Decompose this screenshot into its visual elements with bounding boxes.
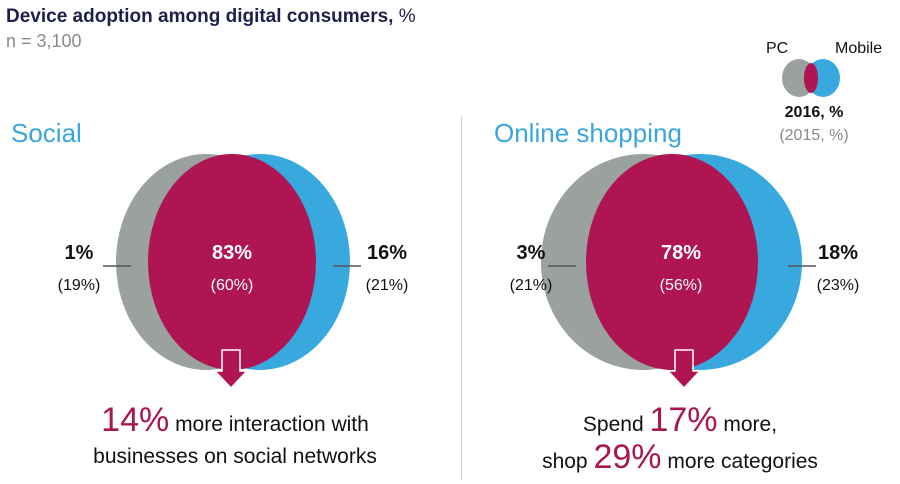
- shopping-callout-pct1: 17%: [649, 401, 718, 439]
- social-title: Social: [11, 118, 82, 148]
- legend-venn: [782, 59, 840, 97]
- social-both-value: 83% (60%): [187, 242, 277, 295]
- social-both-pct: 83%: [211, 242, 253, 264]
- shopping-mobile-pct: 18%: [817, 242, 859, 264]
- social-both-prev: (60%): [210, 277, 254, 294]
- shopping-pc-value: 3% (21%): [486, 242, 576, 295]
- social-mobile-value: 16% (21%): [342, 242, 432, 295]
- shopping-pc-pct: 3%: [516, 242, 546, 264]
- shopping-title: Online shopping: [494, 118, 682, 148]
- shopping-callout-line1-pre: Spend: [582, 413, 650, 436]
- shopping-both-circle: [586, 154, 758, 370]
- legend-caption-2015: (2015, %): [779, 127, 849, 144]
- social-callout-line2: businesses on social networks: [93, 445, 377, 468]
- shopping-mobile-value: 18% (23%): [793, 242, 883, 295]
- social-mobile-prev: (21%): [365, 277, 409, 294]
- shopping-callout-line1: Spend 17% more,: [480, 401, 880, 441]
- shopping-callout: Spend 17% more, shop 29% more categories: [480, 401, 880, 478]
- shopping-callout-line2: shop 29% more categories: [480, 438, 880, 478]
- shopping-both-pct: 78%: [660, 242, 702, 264]
- social-both-circle: [148, 154, 316, 370]
- chart-title: Device adoption among digital consumers,…: [6, 6, 416, 28]
- shopping-callout-pct2: 29%: [593, 438, 662, 476]
- social-venn: [103, 154, 361, 390]
- social-callout-line1: 14% more interaction with: [40, 401, 430, 441]
- shopping-mobile-prev: (23%): [816, 277, 860, 294]
- social-pc-value: 1% (19%): [34, 242, 124, 295]
- shopping-callout-line2-pre: shop: [542, 450, 594, 473]
- social-pc-prev: (19%): [57, 277, 101, 294]
- legend-pc-label: PC: [766, 40, 789, 57]
- legend-caption-2016: 2016, %: [784, 104, 844, 121]
- social-mobile-pct: 16%: [366, 242, 408, 264]
- shopping-both-prev: (56%): [659, 277, 703, 294]
- chart-title-unit: %: [398, 6, 416, 27]
- social-down-arrow: [213, 349, 249, 390]
- shopping-down-arrow: [666, 349, 702, 390]
- social-callout: 14% more interaction with businesses on …: [40, 401, 430, 473]
- shopping-venn: [541, 154, 816, 390]
- sample-size: n = 3,100: [6, 31, 82, 51]
- chart-title-text: Device adoption among digital consumers,: [6, 6, 394, 27]
- shopping-callout-line1-post: more,: [717, 413, 778, 436]
- panel-divider: [461, 116, 462, 480]
- legend-mobile-label: Mobile: [835, 40, 883, 57]
- shopping-both-value: 78% (56%): [636, 242, 726, 295]
- legend-overlap: [804, 63, 818, 93]
- shopping-pc-prev: (21%): [509, 277, 553, 294]
- shopping-callout-line2-post: more categories: [661, 450, 818, 473]
- social-pc-pct: 1%: [64, 242, 94, 264]
- social-callout-line1-text: more interaction with: [169, 413, 369, 436]
- social-callout-pct: 14%: [101, 401, 170, 439]
